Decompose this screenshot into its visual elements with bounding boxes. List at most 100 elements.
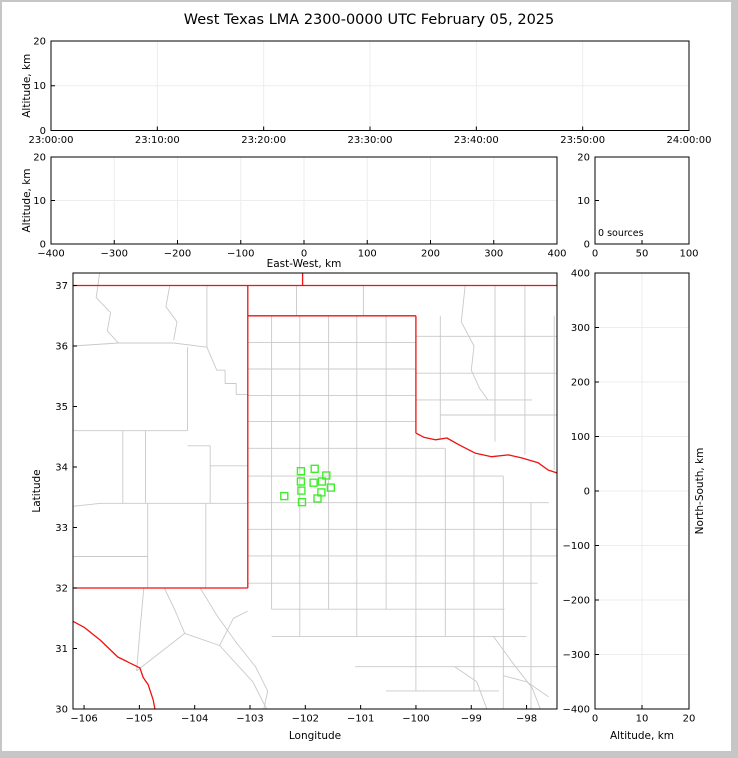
figure-canvas bbox=[2, 2, 731, 751]
x-tick-label: 23:30:00 bbox=[348, 135, 393, 146]
county-line bbox=[206, 347, 248, 395]
state-border-lines bbox=[73, 273, 557, 709]
y-tick-label: 36 bbox=[55, 341, 68, 352]
y-tick-label: 100 bbox=[571, 432, 590, 443]
county-line bbox=[73, 502, 248, 507]
x-tick-label: −300 bbox=[101, 249, 128, 260]
x-tick-label: 50 bbox=[636, 249, 649, 260]
county-line bbox=[184, 632, 268, 709]
panel-ew-altitude: −400 −300 −200 −100 0 100 200 300 400 0 10 20 East-W… bbox=[21, 152, 567, 270]
station-marker bbox=[296, 477, 306, 486]
y-tick-label: 400 bbox=[571, 268, 590, 279]
y-tick-label: 35 bbox=[55, 402, 68, 413]
y-tick-label: 0 bbox=[40, 239, 46, 250]
panel-time-altitude: 23:00:00 23:10:00 23:20:00 23:30:00 23:40:00… bbox=[21, 36, 711, 146]
figure-title: West Texas LMA 2300-0000 UTC February 05… bbox=[183, 12, 555, 28]
x-tick-label: −103 bbox=[236, 714, 263, 725]
y-tick-label: 0 bbox=[584, 486, 590, 497]
x-tick-label: −101 bbox=[347, 714, 374, 725]
x-tick-label: −100 bbox=[227, 249, 254, 260]
x-tick-label: −400 bbox=[37, 249, 64, 260]
map-ylabel: Latitude bbox=[31, 469, 43, 512]
y-tick-label: −100 bbox=[563, 541, 590, 552]
state-border bbox=[415, 432, 557, 474]
map-layers bbox=[73, 273, 557, 709]
station-marker bbox=[309, 478, 318, 487]
x-tick-label: −99 bbox=[461, 714, 482, 725]
y-tick-label: 300 bbox=[571, 323, 590, 334]
state-border bbox=[73, 620, 156, 709]
county-line bbox=[503, 675, 549, 698]
x-tick-label: −105 bbox=[126, 714, 153, 725]
y-tick-label: 34 bbox=[55, 462, 68, 473]
station-marker bbox=[317, 477, 327, 486]
x-tick-label: −200 bbox=[164, 249, 191, 260]
y-tick-label: 31 bbox=[55, 644, 68, 655]
y-tick-label: 10 bbox=[577, 196, 590, 207]
y-tick-label: −300 bbox=[563, 650, 590, 661]
x-tick-label: 300 bbox=[484, 249, 503, 260]
y-tick-label: 37 bbox=[55, 281, 68, 292]
x-tick-label: 200 bbox=[421, 249, 440, 260]
station-marker bbox=[310, 464, 319, 473]
y-tick-label: 0 bbox=[40, 126, 46, 137]
y-tick-label: 0 bbox=[584, 239, 590, 250]
ew-altitude-xlabel: East-West, km bbox=[267, 258, 342, 270]
county-line bbox=[199, 587, 269, 709]
x-tick-label: −100 bbox=[402, 714, 429, 725]
x-tick-label: 0 bbox=[592, 249, 598, 260]
station-marker bbox=[322, 471, 331, 480]
y-tick-label: 200 bbox=[571, 377, 590, 388]
station-marker bbox=[297, 497, 307, 507]
x-tick-label: 24:00:00 bbox=[667, 135, 712, 146]
county-line bbox=[136, 633, 185, 672]
county-line bbox=[454, 666, 488, 709]
panel-ns-altitude: 0 10 20 400 300 200 100 0 −100 −200 −300 −400 Altitu… bbox=[563, 268, 706, 742]
station-marker bbox=[297, 486, 306, 495]
x-tick-label: 10 bbox=[636, 714, 649, 725]
x-tick-label: −104 bbox=[181, 714, 208, 725]
station-marker bbox=[296, 467, 306, 476]
county-line bbox=[95, 273, 119, 344]
y-tick-label: 32 bbox=[55, 583, 68, 594]
y-tick-label: 20 bbox=[577, 152, 590, 163]
county-line bbox=[73, 342, 207, 348]
county-boundary-lines bbox=[73, 273, 557, 709]
y-tick-label: 30 bbox=[55, 704, 68, 715]
county-line bbox=[187, 445, 248, 467]
ns-altitude-ylabel-right: North-South, km bbox=[694, 448, 706, 535]
y-tick-label: 10 bbox=[33, 196, 46, 207]
x-tick-label: 0 bbox=[592, 714, 598, 725]
x-tick-label: −102 bbox=[292, 714, 319, 725]
county-line bbox=[219, 610, 249, 646]
county-line bbox=[493, 636, 541, 709]
y-tick-label: 20 bbox=[33, 152, 46, 163]
y-tick-label: −400 bbox=[563, 704, 590, 715]
time-altitude-ylabel: Altitude, km bbox=[21, 54, 33, 118]
sources-count-label: 0 sources bbox=[598, 228, 644, 239]
x-tick-label: 100 bbox=[679, 249, 698, 260]
county-line bbox=[460, 285, 489, 401]
station-marker bbox=[280, 491, 289, 501]
station-marker bbox=[326, 483, 335, 492]
lma-station-markers bbox=[280, 464, 335, 507]
y-tick-label: 33 bbox=[55, 523, 68, 534]
x-tick-label: −98 bbox=[516, 714, 537, 725]
x-tick-label: 400 bbox=[547, 249, 566, 260]
x-tick-label: 23:10:00 bbox=[135, 135, 180, 146]
x-tick-label: 23:20:00 bbox=[241, 135, 286, 146]
x-tick-label: 23:40:00 bbox=[454, 135, 499, 146]
x-tick-label: 100 bbox=[358, 249, 377, 260]
x-tick-label: 0 bbox=[301, 249, 307, 260]
ew-altitude-ylabel: Altitude, km bbox=[21, 168, 33, 232]
x-tick-label: −106 bbox=[70, 714, 97, 725]
y-tick-label: 20 bbox=[33, 36, 46, 47]
y-tick-label: −200 bbox=[563, 595, 590, 606]
x-tick-label: 23:50:00 bbox=[560, 135, 605, 146]
county-line bbox=[165, 285, 178, 341]
x-tick-label: 20 bbox=[683, 714, 696, 725]
county-line bbox=[163, 587, 186, 634]
